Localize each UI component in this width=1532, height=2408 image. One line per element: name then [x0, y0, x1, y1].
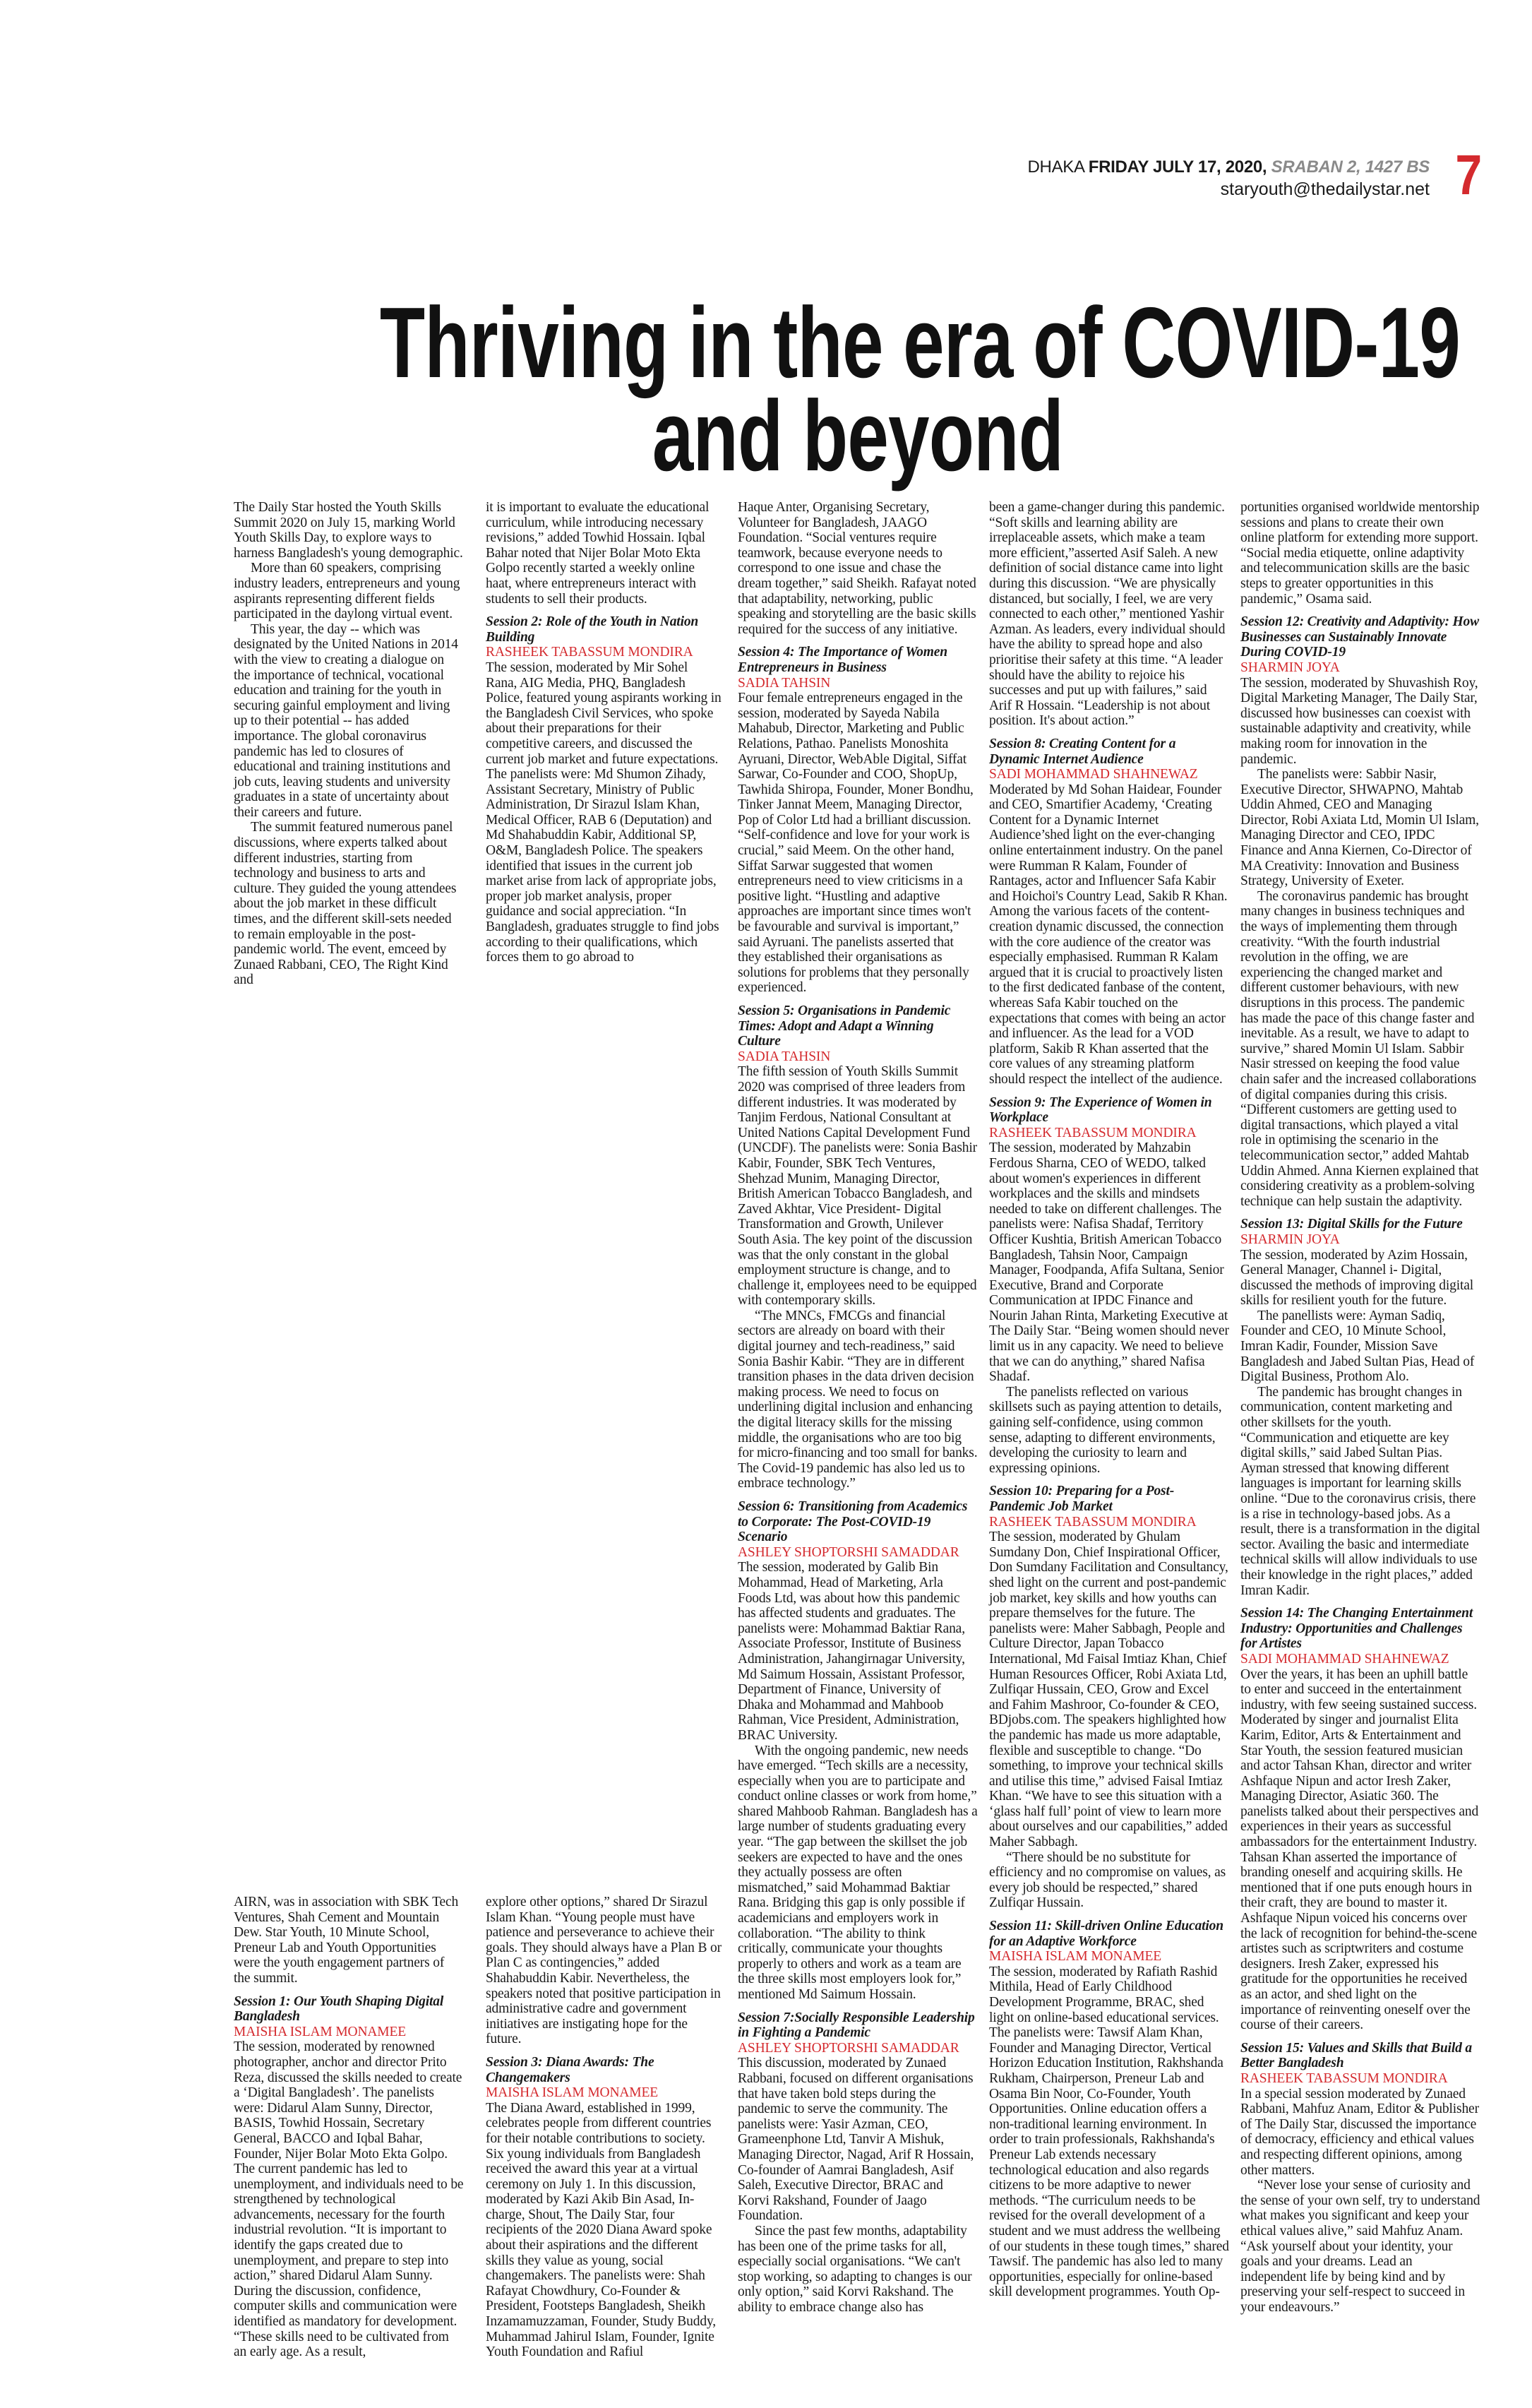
body-paragraph: This year, the day -- which was designat…	[234, 621, 458, 820]
author-byline: SADI MOHAMMAD SHAHNEWAZ	[989, 767, 1198, 782]
article-column-1-top: The Daily Star hosted the Youth Skills S…	[234, 500, 464, 988]
article-column-1-bottom: AIRN, was in association with SBK Tech V…	[234, 1895, 464, 2360]
author-byline: SHARMIN JOYA	[1240, 660, 1340, 675]
author-byline: RASHEEK TABASSUM MONDIRA	[989, 1125, 1197, 1140]
body-paragraph: Four female entrepreneurs engaged in the…	[738, 691, 974, 996]
body-paragraph: Since the past few months, adaptability …	[738, 2223, 972, 2315]
body-paragraph: portunities organised worldwide mentorsh…	[1240, 500, 1480, 607]
author-byline: RASHEEK TABASSUM MONDIRA	[486, 645, 693, 660]
body-paragraph: The panelists reflected on various skill…	[989, 1384, 1222, 1476]
headline-line-1: Thriving in the era of COVID-19	[379, 287, 1461, 399]
author-byline: MAISHA ISLAM MONAMEE	[989, 1949, 1162, 1965]
session-heading: Session 10: Preparing for a Post-Pandemi…	[989, 1484, 1175, 1514]
body-paragraph: Over the years, it has been an uphill ba…	[1240, 1667, 1479, 2033]
body-paragraph: The session, moderated by renowned photo…	[234, 2039, 464, 2360]
headline-line-2: and beyond	[652, 380, 1064, 492]
dateline-date: FRIDAY JULY 17, 2020,	[1088, 157, 1267, 177]
article-column-5: portunities organised worldwide mentorsh…	[1240, 500, 1480, 2315]
session-heading: Session 4: The Importance of Women Entre…	[738, 645, 947, 675]
body-paragraph: The session, moderated by Ghulam Sumdany…	[989, 1530, 1228, 1850]
author-byline: MAISHA ISLAM MONAMEE	[234, 2024, 407, 2039]
session-heading: Session 8: Creating Content for a Dynami…	[989, 736, 1176, 767]
body-paragraph: The panellists were: Ayman Sadiq, Founde…	[1240, 1308, 1475, 1385]
body-paragraph: “The MNCs, FMCGs and financial sectors a…	[738, 1308, 978, 1491]
body-paragraph: The summit featured numerous panel discu…	[234, 820, 457, 988]
dateline-bangla-date: SRABAN 2, 1427 BS	[1271, 157, 1430, 177]
masthead: DHAKA FRIDAY JULY 17, 2020, SRABAN 2, 14…	[1028, 157, 1430, 201]
session-heading: Session 6: Transitioning from Academics …	[738, 1499, 968, 1545]
article-column-2-top: it is important to evaluate the educatio…	[486, 500, 722, 965]
author-byline: SADIA TAHSIN	[738, 675, 831, 691]
body-paragraph: The session, moderated by Mir Sohel Rana…	[486, 660, 722, 965]
body-paragraph: The session, moderated by Azim Hossain, …	[1240, 1247, 1474, 1309]
session-heading: Session 15: Values and Skills that Build…	[1240, 2040, 1473, 2071]
author-byline: SADIA TAHSIN	[738, 1049, 831, 1064]
author-byline: ASHLEY SHOPTORSHI SAMADDAR	[738, 2040, 959, 2056]
headline: Thriving in the era of COVID-19 and beyo…	[212, 287, 1504, 492]
body-paragraph: With the ongoing pandemic, new needs hav…	[738, 1743, 978, 2003]
session-heading: Session 14: The Changing Entertainment I…	[1240, 1606, 1473, 1652]
body-paragraph: it is important to evaluate the educatio…	[486, 500, 710, 607]
body-paragraph: The panelists were: Sabbir Nasir, Execut…	[1240, 767, 1479, 889]
article-column-2-bottom: explore other options,” shared Dr Sirazu…	[486, 1895, 722, 2360]
article-column-3: Haque Anter, Organising Secretary, Volun…	[738, 500, 978, 2315]
body-paragraph: The Diana Award, established in 1999, ce…	[486, 2100, 716, 2360]
page-number: 7	[1455, 143, 1483, 206]
body-paragraph: The pandemic has brought changes in comm…	[1240, 1384, 1480, 1598]
session-heading: Session 13: Digital Skills for the Futur…	[1240, 1217, 1463, 1232]
article-column-4: been a game-changer during this pandemic…	[989, 500, 1229, 2300]
body-paragraph: Haque Anter, Organising Secretary, Volun…	[738, 500, 976, 637]
body-paragraph: explore other options,” shared Dr Sirazu…	[486, 1895, 722, 2047]
author-byline: MAISHA ISLAM MONAMEE	[486, 2085, 659, 2101]
author-byline: RASHEEK TABASSUM MONDIRA	[1240, 2070, 1448, 2086]
session-heading: Session 5: Organisations in Pandemic Tim…	[738, 1003, 951, 1049]
session-heading: Session 3: Diana Awards: The Changemaker…	[486, 2054, 654, 2085]
body-paragraph: been a game-changer during this pandemic…	[989, 500, 1226, 729]
dateline-city: DHAKA	[1027, 157, 1084, 177]
session-heading: Session 11: Skill-driven Online Educatio…	[989, 1919, 1223, 1949]
body-paragraph: The Daily Star hosted the Youth Skills S…	[234, 500, 463, 561]
body-paragraph: “Never lose your sense of curiosity and …	[1240, 2178, 1480, 2315]
author-byline: ASHLEY SHOPTORSHI SAMADDAR	[738, 1544, 959, 1560]
body-paragraph: Moderated by Md Sohan Haidear, Founder a…	[989, 782, 1228, 1087]
author-byline: SADI MOHAMMAD SHAHNEWAZ	[1240, 1651, 1449, 1667]
dateline: DHAKA FRIDAY JULY 17, 2020, SRABAN 2, 14…	[1028, 157, 1430, 178]
body-paragraph: The fifth session of Youth Skills Summit…	[738, 1064, 978, 1309]
body-paragraph: In a special session moderated by Zunaed…	[1240, 2086, 1479, 2178]
contact-email[interactable]: staryouth@thedailystar.net	[1220, 179, 1430, 199]
body-paragraph: The session, moderated by Mahzabin Ferdo…	[989, 1140, 1229, 1385]
body-paragraph: More than 60 speakers, comprising indust…	[234, 561, 460, 622]
body-paragraph: “There should be no substitute for effic…	[989, 1849, 1226, 1911]
author-byline: SHARMIN JOYA	[1240, 1232, 1340, 1247]
session-heading: Session 9: The Experience of Women in Wo…	[989, 1095, 1212, 1126]
body-paragraph: The session, moderated by Galib Bin Moha…	[738, 1560, 965, 1743]
body-paragraph: AIRN, was in association with SBK Tech V…	[234, 1895, 459, 1986]
body-paragraph: This discussion, moderated by Zunaed Rab…	[738, 2056, 974, 2224]
body-paragraph: The session, moderated by Shuvashish Roy…	[1240, 675, 1478, 767]
body-paragraph: The session, moderated by Rafiath Rashid…	[989, 1964, 1229, 2300]
session-heading: Session 1: Our Youth Shaping Digital Ban…	[234, 1993, 444, 2025]
session-heading: Session 2: Role of the Youth in Nation B…	[486, 614, 699, 645]
author-byline: RASHEEK TABASSUM MONDIRA	[989, 1514, 1197, 1530]
session-heading: Session 12: Creativity and Adaptivity: H…	[1240, 614, 1480, 660]
session-heading: Session 7:Socially Responsible Leadershi…	[738, 2010, 975, 2041]
body-paragraph: The coronavirus pandemic has brought man…	[1240, 888, 1479, 1209]
